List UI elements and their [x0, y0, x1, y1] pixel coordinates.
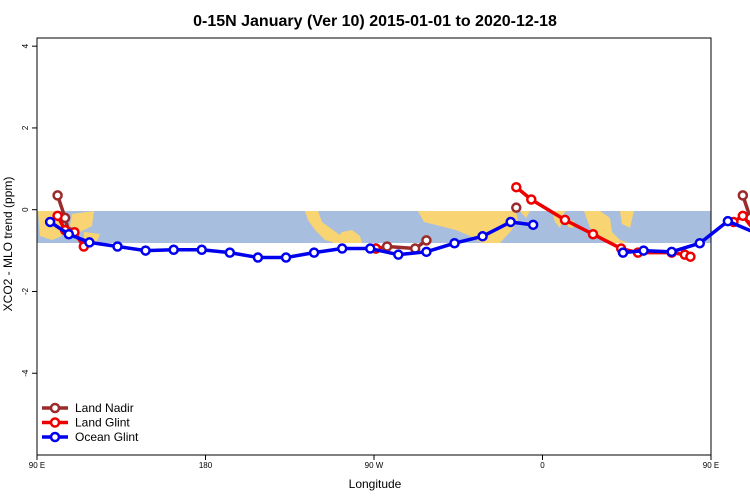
land-masses — [38, 211, 634, 244]
land-glint-point — [737, 210, 749, 222]
land-glint-line — [732, 214, 750, 228]
x-tick-label: 0 — [540, 461, 545, 470]
ocean-glint-point — [112, 241, 123, 252]
legend-item-land-nadir: Land Nadir — [42, 401, 134, 415]
series — [44, 181, 750, 263]
legend-label: Land Nadir — [75, 401, 134, 415]
ocean-glint-point — [336, 243, 348, 254]
land-nadir-line — [375, 238, 428, 251]
land-nadir-point — [52, 190, 63, 201]
land-shape — [418, 211, 518, 243]
legend-item-ocean-glint: Ocean Glint — [42, 430, 139, 444]
y-axis-label: XCO2 - MLO trend (ppm) — [1, 177, 15, 312]
ocean-glint-point — [527, 219, 539, 231]
land-glint-point — [526, 194, 537, 205]
x-tick-label: 180 — [199, 461, 213, 470]
ocean-glint-point — [694, 237, 706, 249]
land-shape — [70, 211, 94, 232]
ocean-glint-point — [63, 228, 75, 240]
ocean-glint-point — [477, 231, 488, 242]
land-shape — [520, 211, 530, 218]
x-tick-label: 90 W — [365, 461, 384, 470]
x-tick-label: 90 E — [29, 461, 45, 470]
land-shape — [620, 211, 634, 228]
ocean-glint-point — [421, 246, 432, 258]
x-tick-label: 90 E — [703, 461, 719, 470]
ocean-glint-line — [622, 219, 750, 255]
ocean-glint-point — [505, 216, 516, 228]
ocean-glint-point — [84, 237, 95, 248]
ocean-glint-point — [196, 244, 208, 256]
ocean-glint-point — [308, 247, 320, 258]
land-nadir-point — [381, 241, 393, 252]
land-nadir-point — [737, 190, 749, 201]
ocean-glint-point — [449, 237, 460, 249]
ocean-glint-point — [44, 216, 56, 228]
land-shape — [584, 211, 628, 243]
y-tick-label: -2 — [21, 287, 30, 295]
land-glint-point — [511, 181, 522, 193]
y-axis: 4 2 0 -2 -4 — [21, 43, 37, 377]
land-glint-point — [52, 210, 63, 222]
ocean-glint-point — [666, 246, 677, 258]
chart-title: 0-15N January (Ver 10) 2015-01-01 to 202… — [193, 13, 557, 30]
ocean-glint-point — [722, 215, 734, 227]
land-glint-point — [685, 251, 696, 262]
land-glint-point — [587, 228, 599, 240]
ocean-glint-point — [280, 252, 292, 263]
series-ocean-glint — [44, 215, 750, 263]
ocean-glint-point — [617, 247, 629, 258]
ocean-glint-point — [365, 243, 376, 254]
ocean-glint-point — [140, 245, 151, 256]
y-tick-label: -4 — [21, 369, 30, 377]
ocean-glint-point — [638, 245, 649, 256]
ocean-glint-point — [224, 247, 236, 258]
ocean-glint-point — [393, 249, 404, 260]
legend-marker — [49, 431, 61, 443]
land-nadir-line — [741, 194, 750, 221]
land-shape — [333, 230, 362, 243]
land-nadir-point — [511, 202, 522, 213]
ocean-glint-point — [168, 244, 179, 256]
latitude-band — [37, 211, 711, 244]
y-tick-label: 2 — [21, 125, 30, 130]
x-axis: 90 E 180 90 W 0 90 E — [29, 455, 719, 470]
legend-item-land-glint: Land Glint — [42, 416, 130, 430]
x-axis-label: Longitude — [349, 477, 402, 491]
land-shape — [305, 211, 341, 243]
legend-label: Land Glint — [75, 416, 130, 430]
y-tick-label: 0 — [21, 207, 30, 212]
legend-marker — [49, 417, 61, 428]
legend-marker — [49, 402, 61, 414]
land-nadir-point — [421, 235, 432, 246]
ocean-glint-point — [252, 252, 264, 263]
land-glint-point — [559, 214, 571, 226]
legend-label: Ocean Glint — [75, 430, 139, 444]
y-tick-label: 4 — [21, 43, 30, 48]
